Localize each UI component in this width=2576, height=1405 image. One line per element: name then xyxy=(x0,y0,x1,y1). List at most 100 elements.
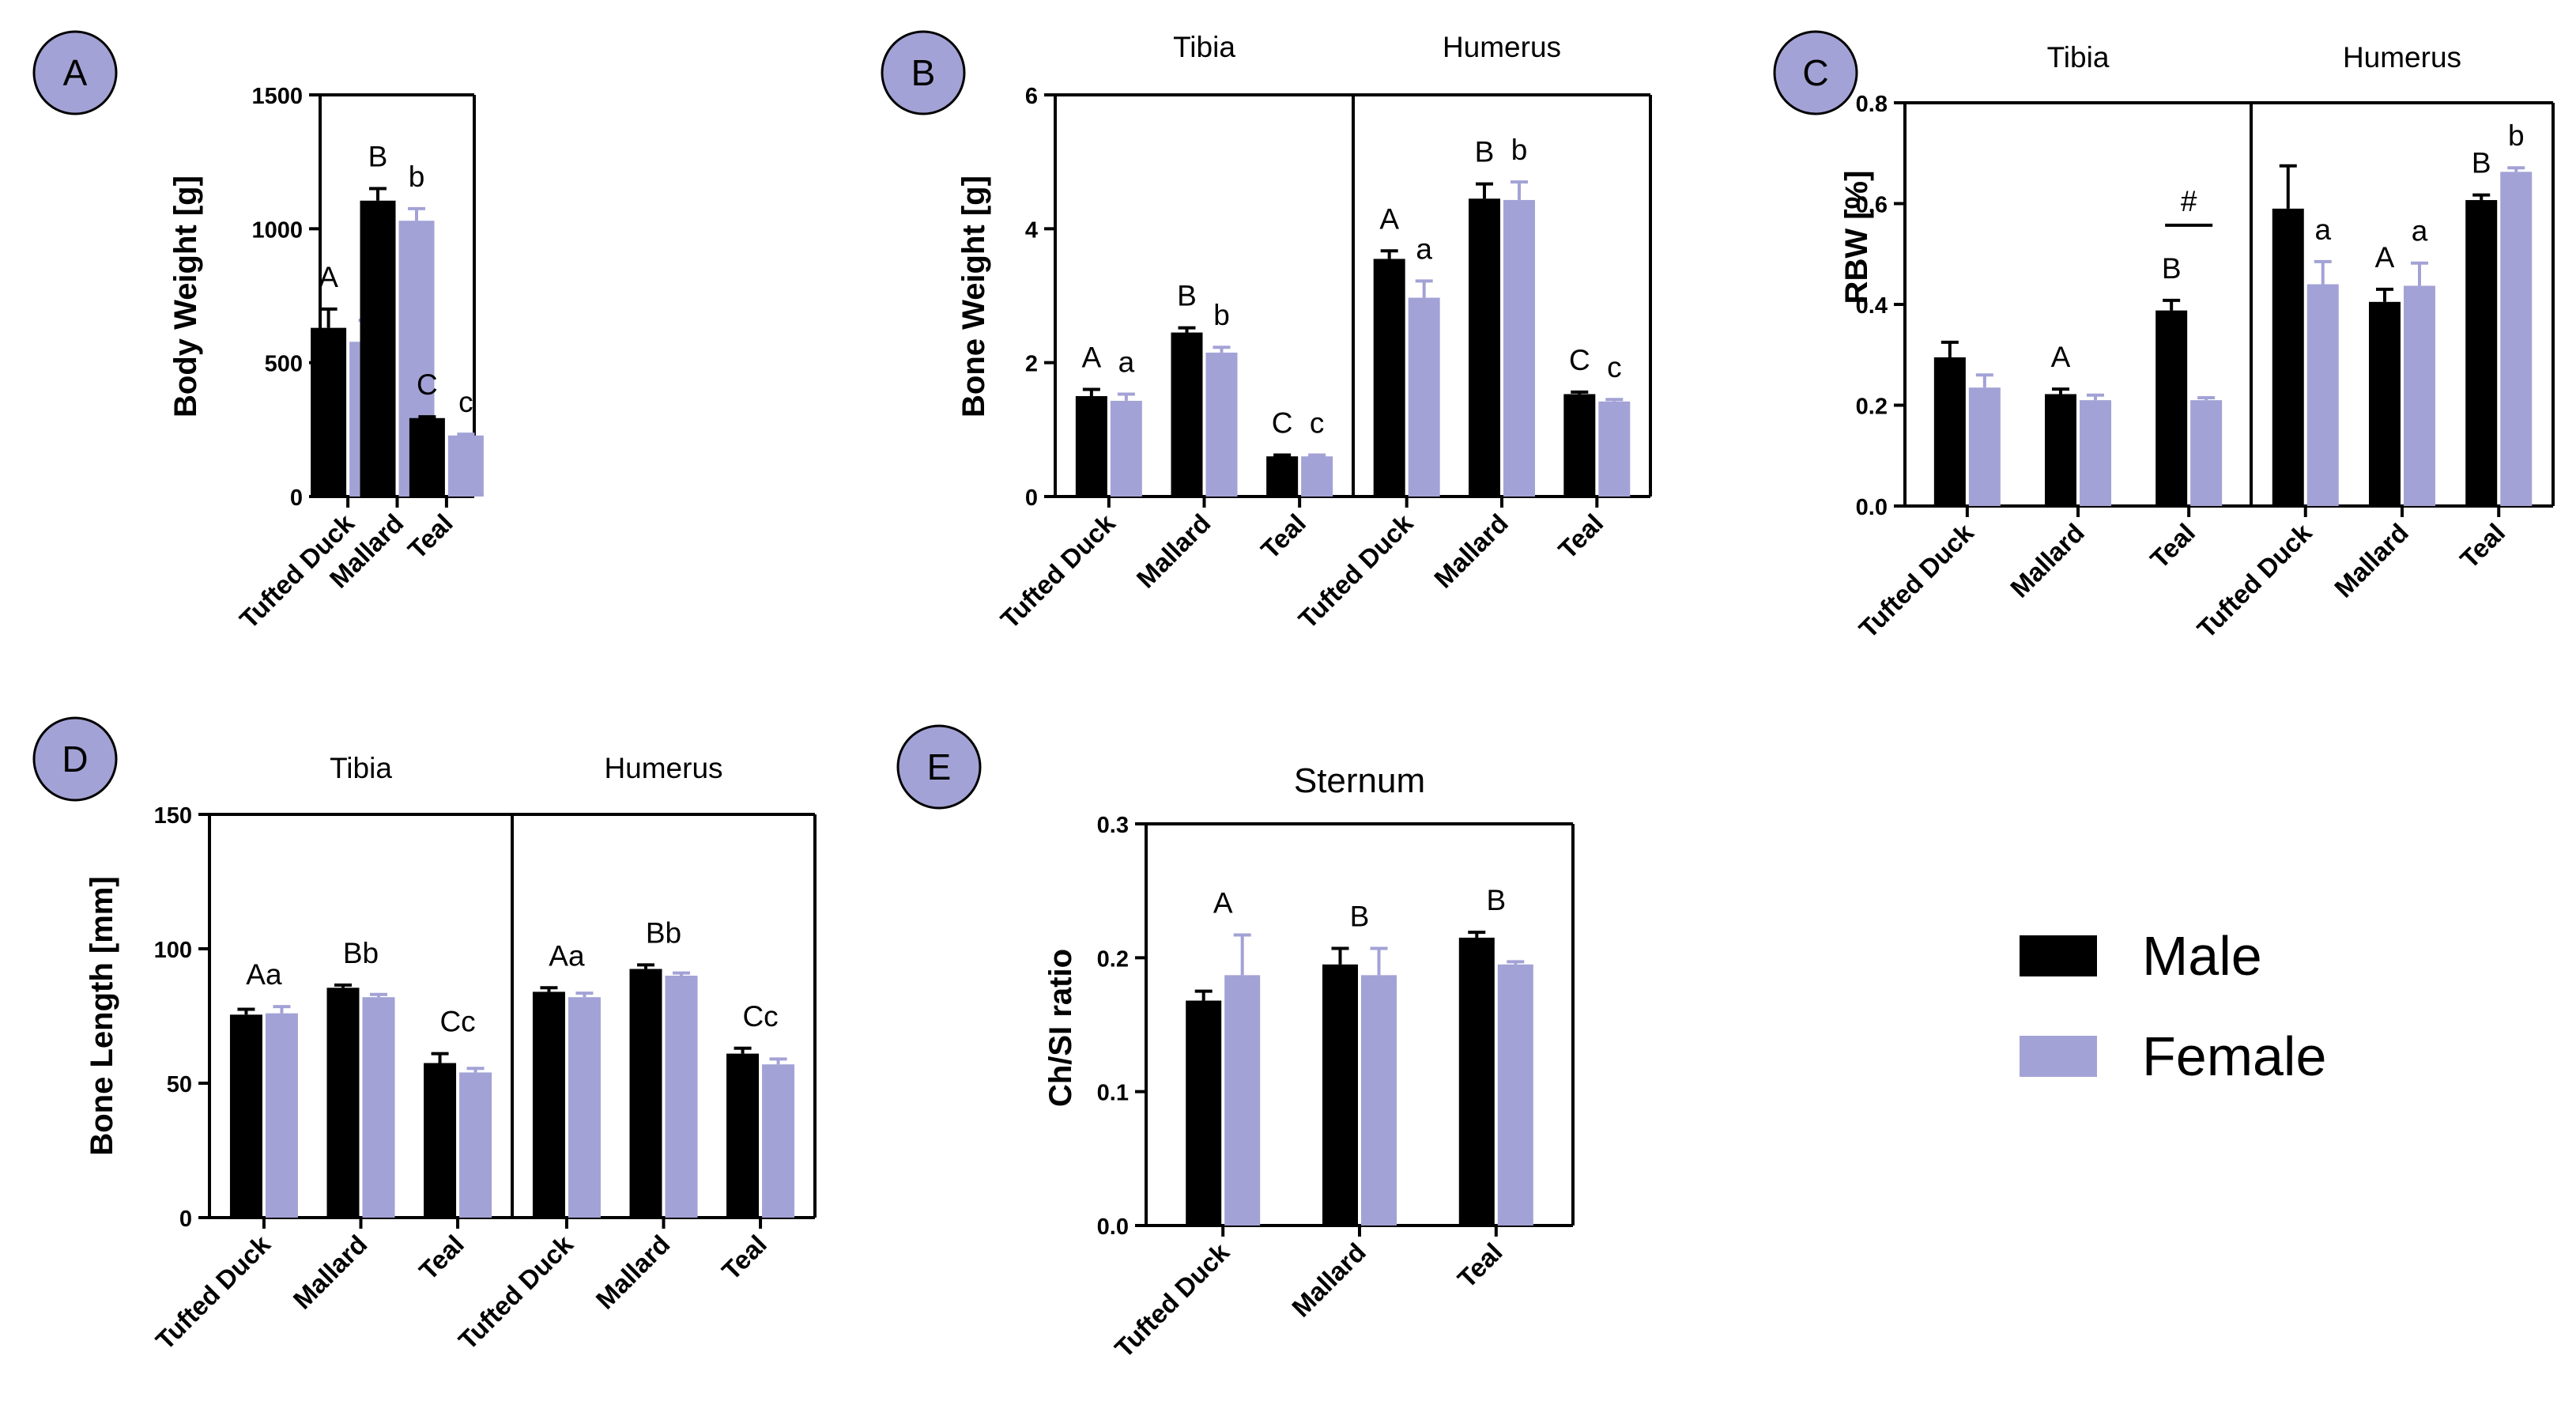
panel-badge: A xyxy=(32,30,118,115)
y-tick-label: 100 xyxy=(154,938,192,963)
female-bar xyxy=(265,1013,298,1218)
legend: Male Female xyxy=(2020,925,2326,1087)
legend-female-label: Female xyxy=(2142,1025,2326,1087)
male-bar xyxy=(326,988,360,1218)
panel-badge-circle xyxy=(32,30,118,115)
significance-label: B xyxy=(1350,900,1370,932)
female-bar xyxy=(568,997,601,1218)
female-bar xyxy=(1205,352,1238,497)
male-bar xyxy=(1373,259,1405,497)
significance-label: A xyxy=(1379,202,1399,235)
significance-label: a xyxy=(2412,215,2428,247)
significance-label: b xyxy=(2508,119,2525,152)
significance-label: Bb xyxy=(646,916,681,949)
panel-b: B Bone Weight [g] 0 2 4 6 Tibia Tufted Duck A a Ma… xyxy=(881,30,1652,634)
y-tick-label: 0.0 xyxy=(1856,495,1888,520)
male-bar xyxy=(1458,937,1495,1226)
female-bar xyxy=(447,435,484,497)
panel-badge-letter: C xyxy=(1802,52,1828,93)
significance-label: b xyxy=(1213,299,1230,331)
female-bar xyxy=(2404,285,2435,506)
x-tick-label: Teal xyxy=(402,508,458,565)
x-tick-label: Tufted Duck xyxy=(453,1229,579,1355)
y-tick-label: 0.3 xyxy=(1097,813,1129,838)
significance-label: B xyxy=(1486,884,1506,916)
panel-badge-circle xyxy=(32,716,118,802)
panel-badge-letter: D xyxy=(62,738,88,780)
female-bar xyxy=(459,1072,492,1218)
x-tick-label: Teal xyxy=(1452,1237,1508,1294)
chart-title: Sternum xyxy=(1294,761,1425,800)
significance-label: Aa xyxy=(246,958,282,991)
female-bar xyxy=(2190,400,2223,506)
x-tick-label: Tufted Duck xyxy=(1292,508,1419,634)
y-tick-label: 1500 xyxy=(251,84,303,109)
y-tick-label: 0 xyxy=(1025,485,1038,511)
x-tick-label: Tufted Duck xyxy=(995,508,1122,634)
significance-label: b xyxy=(409,161,425,193)
male-bar xyxy=(1075,396,1107,497)
significance-label: A xyxy=(1082,342,1102,374)
section-title: Humerus xyxy=(2343,41,2461,74)
y-tick-label: 500 xyxy=(265,352,303,377)
x-tick-label: Teal xyxy=(2144,518,2201,574)
male-bar xyxy=(424,1063,457,1218)
panel-badge: C xyxy=(1773,30,1858,115)
female-bar xyxy=(1361,975,1397,1226)
female-bar xyxy=(1110,400,1142,497)
y-tick-label: 0 xyxy=(290,485,303,511)
significance-label: c xyxy=(1310,407,1325,440)
significance-label: C xyxy=(417,368,438,401)
significance-label: A xyxy=(2051,341,2071,373)
female-bar xyxy=(1598,401,1631,497)
section-title: Tibia xyxy=(2047,41,2110,74)
y-tick-label: 0.2 xyxy=(1856,395,1888,420)
x-tick-label: Tufted Duck xyxy=(1854,517,1980,644)
male-bar xyxy=(2272,208,2304,506)
panel-badge: E xyxy=(896,724,982,810)
panel-badge-letter: A xyxy=(63,52,88,93)
male-bar xyxy=(629,969,662,1218)
significance-label: a xyxy=(1118,346,1135,378)
y-axis-label: Bone Length [mm] xyxy=(85,876,119,1155)
legend-male-swatch xyxy=(2020,935,2097,976)
male-bar xyxy=(1186,1000,1222,1226)
significance-label: B xyxy=(2472,147,2491,179)
y-tick-label: 0.8 xyxy=(1856,92,1888,117)
panel-badge-letter: B xyxy=(911,52,936,93)
x-tick-label: Mallard xyxy=(288,1229,373,1315)
y-tick-label: 4 xyxy=(1025,217,1038,243)
male-bar xyxy=(2465,200,2498,506)
significance-label: Cc xyxy=(439,1006,475,1038)
panel-badge: D xyxy=(32,716,118,802)
panel-badge-circle xyxy=(896,724,982,810)
y-axis-label: Ch/SI ratio xyxy=(1043,949,1078,1107)
female-bar xyxy=(665,976,698,1218)
y-tick-label: 0.6 xyxy=(1856,193,1888,218)
significance-label: a xyxy=(2314,213,2331,246)
x-tick-label: Mallard xyxy=(1428,508,1514,594)
significance-label: c xyxy=(1607,351,1622,383)
female-bar xyxy=(1301,456,1333,497)
male-bar xyxy=(1322,964,1358,1226)
hash-marker: # xyxy=(2181,185,2197,217)
female-bar xyxy=(1408,297,1440,497)
male-bar xyxy=(1171,332,1203,497)
female-bar xyxy=(1497,964,1533,1226)
significance-label: A xyxy=(1213,887,1233,920)
x-tick-label: Mallard xyxy=(590,1229,676,1315)
male-bar xyxy=(1563,394,1596,497)
significance-label: C xyxy=(1569,344,1590,376)
female-bar xyxy=(2306,284,2339,506)
male-bar xyxy=(360,200,396,497)
section-title: Tibia xyxy=(330,752,392,784)
y-tick-label: 0.1 xyxy=(1097,1081,1129,1106)
x-tick-label: Teal xyxy=(413,1229,470,1286)
x-tick-label: Mallard xyxy=(2329,518,2414,603)
significance-label: B xyxy=(1475,136,1495,168)
legend-male-label: Male xyxy=(2142,925,2262,987)
male-bar xyxy=(726,1053,760,1218)
male-bar xyxy=(229,1014,262,1218)
y-tick-label: 0.2 xyxy=(1097,946,1129,972)
